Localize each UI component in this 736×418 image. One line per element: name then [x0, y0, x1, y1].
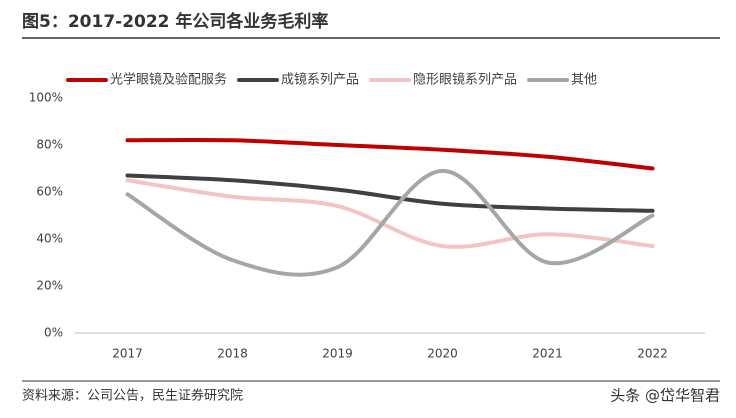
x-tick-label: 2021	[532, 347, 563, 361]
legend-label: 其他	[571, 73, 597, 88]
source: 资料来源：公司公告，民生证券研究院	[22, 388, 243, 404]
y-tick-label: 80%	[36, 138, 63, 152]
series-line	[125, 137, 655, 171]
x-tick-label: 2018	[217, 347, 248, 361]
series-line	[125, 178, 655, 249]
legend-label: 隐形眼镜系列产品	[413, 73, 517, 88]
chart-title: 图5：2017-2022 年公司各业务毛利率	[22, 11, 328, 32]
series-line	[125, 168, 655, 277]
x-tick-label: 2017	[112, 347, 143, 361]
watermark: 头条 @岱华智君	[610, 387, 720, 405]
series-line	[125, 173, 655, 213]
legend-label: 成镜系列产品	[281, 73, 359, 88]
x-tick-label: 2019	[322, 347, 353, 361]
x-tick-label: 2020	[427, 347, 458, 361]
y-tick-label: 100%	[29, 91, 63, 105]
y-tick-label: 40%	[36, 232, 63, 246]
x-tick-label: 2022	[637, 347, 668, 361]
legend-label: 光学眼镜及验配服务	[110, 72, 227, 88]
y-tick-label: 60%	[36, 185, 63, 199]
y-tick-label: 20%	[36, 279, 63, 293]
y-tick-label: 0%	[44, 326, 63, 340]
